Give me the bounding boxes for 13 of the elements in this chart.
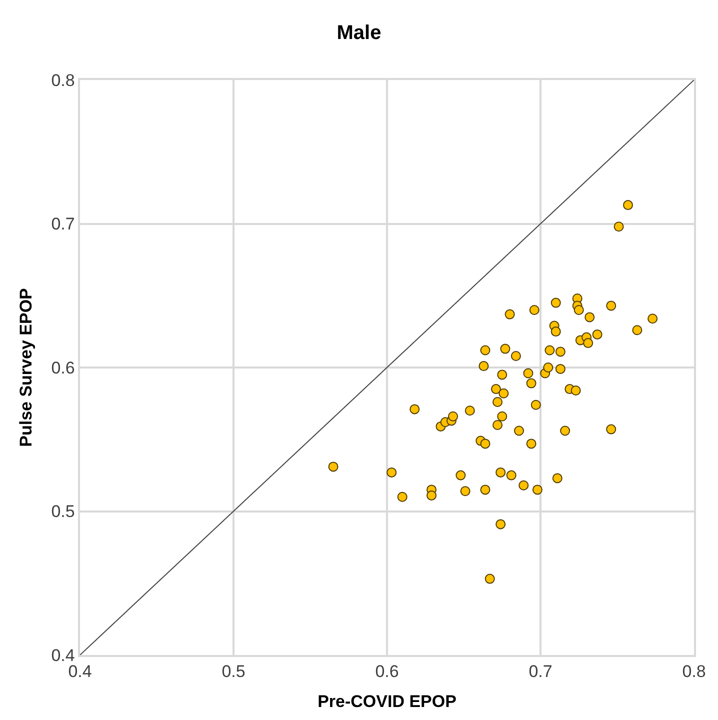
y-tick-label: 0.8	[51, 70, 75, 90]
y-tick-label: 0.5	[51, 502, 75, 522]
x-tick-label: 0.5	[222, 662, 246, 682]
x-tick-label: 0.4	[68, 662, 92, 682]
x-axis-title: Pre-COVID EPOP	[318, 692, 456, 712]
y-axis-title: Pulse Survey EPOP	[16, 288, 36, 447]
x-tick-label: 0.6	[375, 662, 399, 682]
x-tick-label: 0.8	[682, 662, 706, 682]
y-tick-label: 0.7	[51, 214, 75, 234]
y-tick-label: 0.4	[51, 646, 75, 665]
y-tick-label: 0.6	[51, 358, 75, 378]
chart-title: Male	[336, 22, 382, 44]
x-tick-label: 0.7	[528, 662, 552, 682]
